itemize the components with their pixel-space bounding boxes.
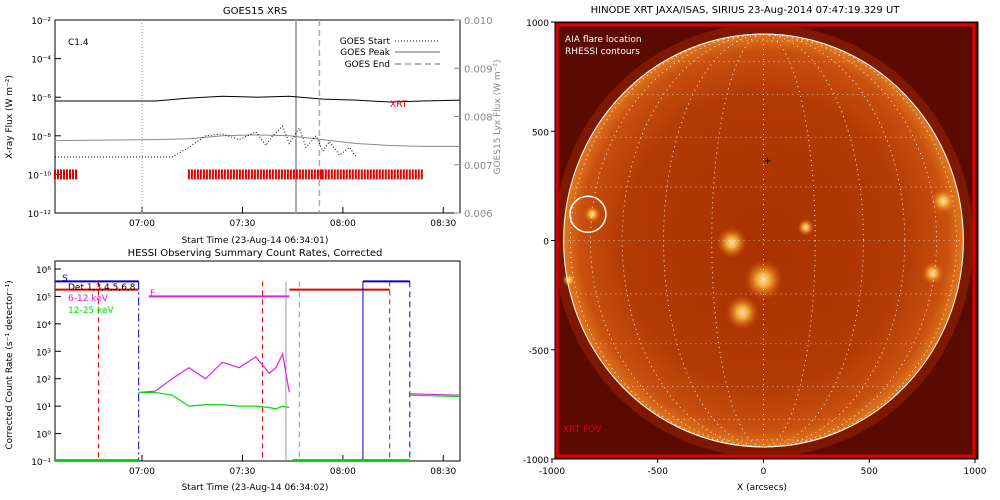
aia-flare-circle <box>569 195 607 234</box>
active-region <box>562 272 576 287</box>
goes-ytick-label: 10⁻² <box>31 17 51 27</box>
xrt-xtick-label: 1000 <box>964 467 987 477</box>
goes-ytick-right-label: 0.008 <box>464 113 493 124</box>
hessi-xtick-label: 08:30 <box>430 467 456 477</box>
xrt-title: HINODE XRT JAXA/ISAS, SIRIUS 23-Aug-2014… <box>591 5 901 16</box>
goes-ytick-label: 10⁻¹² <box>28 210 52 220</box>
goes-series-1 <box>54 134 460 147</box>
hessi-xtick-label: 07:00 <box>129 467 155 477</box>
legend-aia-flare: AIA flare location <box>565 35 642 45</box>
active-region <box>921 261 944 285</box>
legend-goes-start: GOES Start <box>340 37 391 47</box>
hessi-ytick-label: 10⁴ <box>36 321 51 331</box>
active-region <box>583 205 601 223</box>
xrt-xtick-label: -500 <box>648 467 669 477</box>
longitude-line <box>570 33 957 448</box>
goes-ytick-label: 10⁻⁴ <box>31 56 51 66</box>
goes-ylabel: X-ray Flux (W m⁻²) <box>5 75 15 159</box>
xrt-ytick-label: 0 <box>543 238 549 248</box>
goes-ytick-label: 10⁻⁸ <box>31 133 51 143</box>
goes-series-2 <box>55 125 357 158</box>
xrt-xtick-label: -1000 <box>539 467 565 477</box>
hessi-legend: Det 1,3,4,5,6,8 6-12 keV 12-25 keV <box>68 283 136 316</box>
legend-12-25kev: 12-25 keV <box>68 306 114 316</box>
legend-rhessi: RHESSI contours <box>565 47 640 57</box>
goes-class-annotation: C1.4 <box>68 38 89 48</box>
hessi-state-f: F <box>150 289 155 299</box>
goes-frame <box>54 19 461 214</box>
active-region <box>725 295 759 330</box>
xrt-fov-box <box>555 23 976 458</box>
hessi-panel: HESSI Observing Summary Count Rates, Cor… <box>5 248 461 493</box>
xrt-xtick-label: 0 <box>761 467 767 477</box>
xrt-ytick-label: -500 <box>529 347 550 357</box>
hessi-ytick-label: 10³ <box>36 348 51 358</box>
goes-ytick-right-label: 0.006 <box>464 209 493 220</box>
goes-xtick-label: 08:00 <box>330 219 356 229</box>
xrt-xtick-label: 500 <box>861 467 878 477</box>
longitude-line <box>711 33 816 448</box>
legend-det: Det 1,3,4,5,6,8 <box>68 283 136 293</box>
hessi-series-2 <box>409 393 461 396</box>
active-region <box>716 227 747 259</box>
xrt-xlabel: X (arcsecs) <box>737 483 787 493</box>
xrt-ytick-label: -1000 <box>523 456 549 466</box>
hessi-ytick-label: 10¹ <box>36 403 51 413</box>
hessi-ytick-label: 10² <box>36 376 51 386</box>
sun-disk <box>563 34 964 447</box>
goes-xtick-label: 07:30 <box>229 219 255 229</box>
goes-ytick-right-label: 0.010 <box>464 16 493 27</box>
longitude-line <box>663 33 864 448</box>
xrt-fov-label: XRT FOV <box>563 425 602 435</box>
legend-6-12kev: 6-12 keV <box>68 294 109 304</box>
goes-ytick-label: 10⁻⁶ <box>31 94 51 104</box>
active-region <box>930 188 956 214</box>
xrt-panel: HINODE XRT JAXA/ISAS, SIRIUS 23-Aug-2014… <box>554 5 979 493</box>
xrt-ytick-label: 500 <box>532 128 549 138</box>
hessi-ylabel: Corrected Count Rate (s⁻¹ detector⁻¹) <box>5 280 15 449</box>
goes-title: GOES15 XRS <box>223 6 287 17</box>
hessi-title: HESSI Observing Summary Count Rates, Cor… <box>128 248 383 259</box>
hessi-ytick-label: 10⁻¹ <box>31 458 51 468</box>
hessi-frame <box>54 260 461 462</box>
hessi-state-s: S <box>62 274 68 284</box>
solar-limb <box>563 33 964 448</box>
goes-legend: GOES Start GOES Peak GOES End <box>340 37 440 70</box>
goes-panel: GOES15 XRS 10⁻² 10⁻⁴ 10⁻⁶ 10⁻⁸ 10⁻¹⁰ 10⁻¹² 0.0… <box>5 6 503 246</box>
hessi-ytick-label: 10⁶ <box>36 266 51 276</box>
goes-series-0 <box>55 95 461 103</box>
hessi-series-1 <box>138 391 290 410</box>
goes-ytick-label: 10⁻¹⁰ <box>28 171 52 181</box>
hessi-xtick-label: 07:30 <box>229 467 255 477</box>
goes-xlabel: Start Time (23-Aug-14 06:34:01) <box>182 236 329 246</box>
goes-ytick-right-label: 0.007 <box>464 161 493 172</box>
hessi-series-3 <box>409 394 461 398</box>
legend-goes-peak: GOES Peak <box>340 48 390 58</box>
xrt-ytick-label: 1000 <box>526 19 549 29</box>
hessi-xtick-label: 08:00 <box>330 467 356 477</box>
active-region <box>797 218 815 236</box>
plus-marker: + <box>764 156 772 167</box>
goes-xtick-label: 08:30 <box>430 219 456 229</box>
goes-xtick-label: 07:00 <box>129 219 155 229</box>
hessi-ytick-label: 10⁵ <box>36 293 51 303</box>
xrt-series-label: XRT <box>390 100 408 110</box>
hessi-xlabel: Start Time (23-Aug-14 06:34:02) <box>182 483 329 493</box>
hessi-series-0 <box>138 352 290 394</box>
legend-goes-end: GOES End <box>345 60 390 70</box>
goes-ylabel-right: GOES15 Lyx Flux (W m⁻²) <box>493 60 503 175</box>
goes-ytick-right-label: 0.009 <box>464 64 493 75</box>
hessi-ytick-label: 10⁰ <box>36 431 51 441</box>
